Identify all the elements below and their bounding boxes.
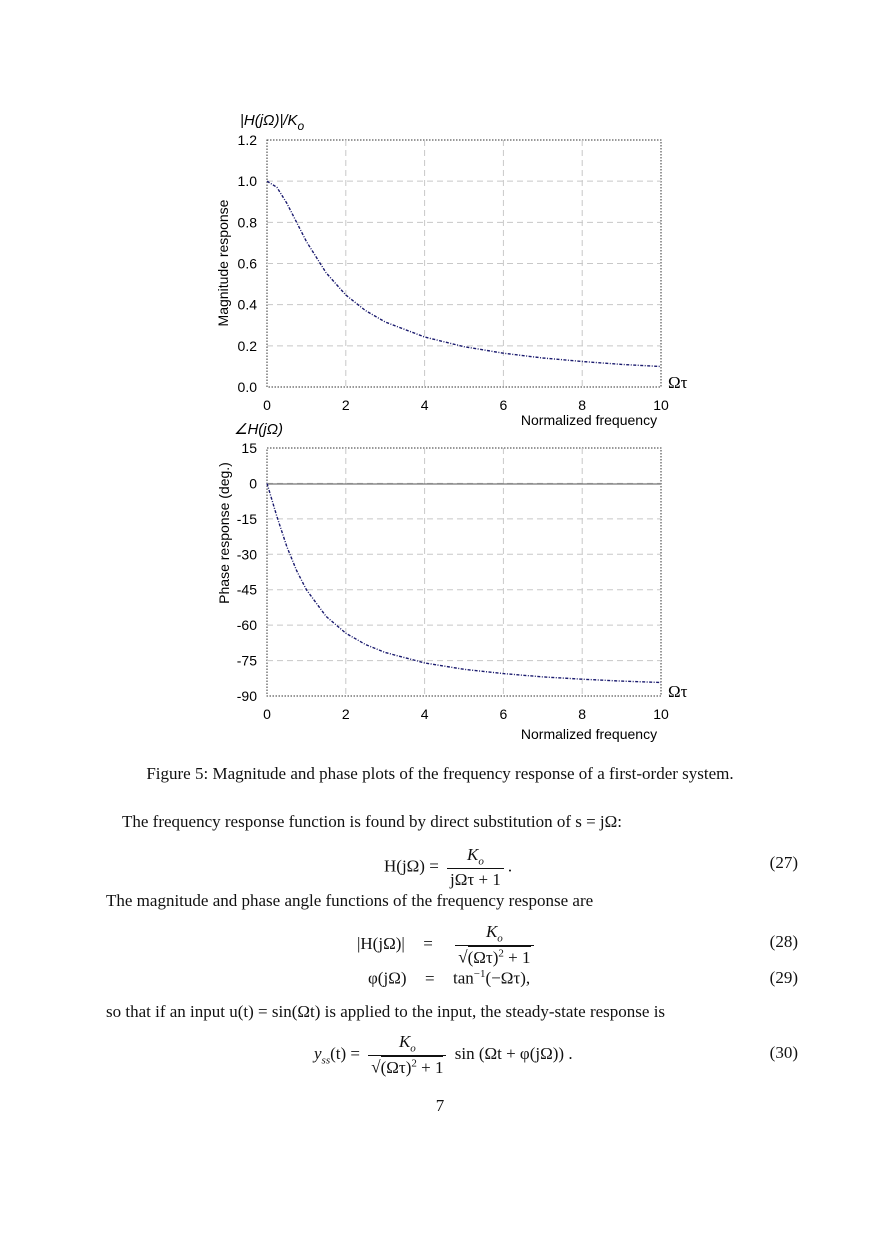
magnitude-grid	[267, 140, 661, 387]
eq27-numerator-sub: o	[478, 855, 484, 868]
eq27-number: (27)	[769, 853, 798, 872]
phase-plot: ∠H(jΩ) 15 0 -15 -30 -45 -60 -75 -90 0 2 4 6 8 10 Pha…	[216, 421, 688, 742]
eq30-lhs-sub: ss	[321, 1054, 331, 1067]
page-number: 7	[435, 1096, 445, 1115]
phase-plot-title: ∠H(jΩ)	[234, 421, 283, 438]
magnitude-y-tick-label: 0.6	[238, 256, 258, 272]
eq28-denominator-sup: 2	[498, 947, 504, 960]
magnitude-y-label: Magnitude response	[215, 199, 231, 326]
paragraph-3: so that if an input u(t) = sin(Ωt) is ap…	[106, 1002, 666, 1021]
eq30-lhs: y	[314, 1043, 322, 1063]
equation-30: yss(t) = Ko √(Ωτ)2 + 1 sin (Ωt + φ(jΩ)) .	[314, 1032, 573, 1078]
eq27-lhs: H(jΩ) =	[384, 856, 439, 876]
magnitude-x-tick-label: 10	[653, 397, 669, 413]
equation-27: H(jΩ) = Ko jΩτ + 1.	[384, 845, 512, 890]
eq30-numerator-sub: o	[410, 1042, 416, 1055]
equation-29: φ(jΩ) = tan−1(−Ωτ),	[368, 968, 530, 989]
phase-x-tick-label: 8	[578, 706, 586, 722]
magnitude-plot: |H(jΩ)|/Ko 0.0 0.2 0.4 0.6 0.8 1.0 1.2 0 2 4 6 8 10…	[215, 112, 688, 428]
eq28-denominator: (Ωτ)	[467, 948, 499, 968]
eq30-denominator: (Ωτ)	[380, 1058, 412, 1078]
phase-y-tick-label: -75	[237, 653, 257, 669]
magnitude-x-symbol: Ωτ	[668, 373, 688, 392]
eq28-numerator-sub: o	[497, 932, 503, 945]
phase-y-ticks: 15 0 -15 -30 -45 -60 -75 -90	[237, 440, 257, 704]
eq28-equals: =	[423, 933, 433, 953]
magnitude-y-tick-label: 0.4	[238, 297, 258, 313]
magnitude-x-tick-label: 4	[421, 397, 429, 413]
eq28-lhs: |H(jΩ)|	[357, 933, 405, 953]
magnitude-x-tick-label: 8	[578, 397, 586, 413]
phase-x-label: Normalized frequency	[521, 726, 657, 742]
eq30-lhs-tail: (t) =	[330, 1043, 360, 1063]
paragraph-2: The magnitude and phase angle functions …	[106, 891, 594, 910]
magnitude-y-ticks: 0.0 0.2 0.4 0.6 0.8 1.0 1.2	[238, 132, 258, 395]
phase-y-tick-label: 0	[249, 475, 257, 491]
phase-y-label: Phase response (deg.)	[216, 462, 232, 604]
eq30-tail: sin (Ωt + φ(jΩ)) .	[454, 1043, 573, 1063]
eq29-tan-sup: −1	[473, 968, 486, 980]
magnitude-x-ticks: 0 2 4 6 8 10	[263, 397, 669, 413]
phase-x-symbol: Ωτ	[668, 682, 688, 701]
magnitude-y-tick-label: 1.2	[238, 132, 258, 148]
phase-x-tick-label: 10	[653, 706, 669, 722]
magnitude-x-tick-label: 2	[342, 397, 350, 413]
eq29-argument: (−Ωτ),	[485, 968, 531, 988]
phase-y-tick-label: -45	[237, 582, 257, 598]
phase-curve	[266, 483, 662, 684]
magnitude-y-tick-label: 0.2	[238, 338, 258, 354]
magnitude-y-tick-label: 0.0	[238, 379, 258, 395]
magnitude-y-tick-label: 0.8	[238, 214, 258, 230]
phase-y-tick-label: -15	[237, 511, 257, 527]
phase-y-tick-label: -90	[237, 688, 257, 704]
eq30-numerator: K	[398, 1032, 411, 1051]
equation-28: |H(jΩ)| = Ko √(Ωτ)2 + 1	[357, 922, 538, 968]
magnitude-x-tick-label: 6	[500, 397, 508, 413]
eq28-number: (28)	[769, 932, 798, 951]
eq30-number: (30)	[769, 1043, 798, 1062]
phase-grid	[267, 448, 661, 696]
eq27-numerator: K	[467, 845, 479, 864]
eq28-numerator: K	[485, 922, 498, 941]
magnitude-curve	[266, 180, 662, 368]
phase-y-tick-label: -60	[237, 617, 257, 633]
phase-x-ticks: 0 2 4 6 8 10	[263, 706, 669, 722]
eq27-denominator: jΩτ + 1	[447, 868, 504, 890]
magnitude-plot-title: |H(jΩ)|/Ko	[240, 112, 305, 133]
magnitude-x-tick-label: 0	[263, 397, 271, 413]
phase-x-tick-label: 4	[421, 706, 429, 722]
magnitude-x-label: Normalized frequency	[521, 412, 657, 428]
eq27-tail: .	[507, 856, 513, 876]
eq29-lhs: φ(jΩ)	[368, 968, 407, 988]
eq30-denominator-sup: 2	[411, 1057, 417, 1070]
phase-x-tick-label: 6	[500, 706, 508, 722]
phase-x-tick-label: 2	[342, 706, 350, 722]
phase-x-tick-label: 0	[263, 706, 271, 722]
figure-5: |H(jΩ)|/Ko 0.0 0.2 0.4 0.6 0.8 1.0 1.2 0 2 4 6 8 10…	[215, 112, 688, 742]
paragraph-1: The frequency response function is found…	[122, 812, 623, 831]
figure-caption: Figure 5: Magnitude and phase plots of t…	[146, 764, 734, 783]
magnitude-y-tick-label: 1.0	[238, 173, 258, 189]
eq29-equals: =	[424, 968, 435, 988]
phase-y-tick-label: -30	[237, 546, 257, 562]
phase-plot-frame	[266, 447, 662, 697]
eq29-number: (29)	[769, 968, 798, 987]
eq28-denominator-tail: + 1	[503, 948, 531, 968]
eq30-denominator-tail: + 1	[416, 1058, 444, 1078]
phase-y-tick-label: 15	[241, 440, 257, 456]
eq29-tan: tan	[453, 968, 474, 988]
